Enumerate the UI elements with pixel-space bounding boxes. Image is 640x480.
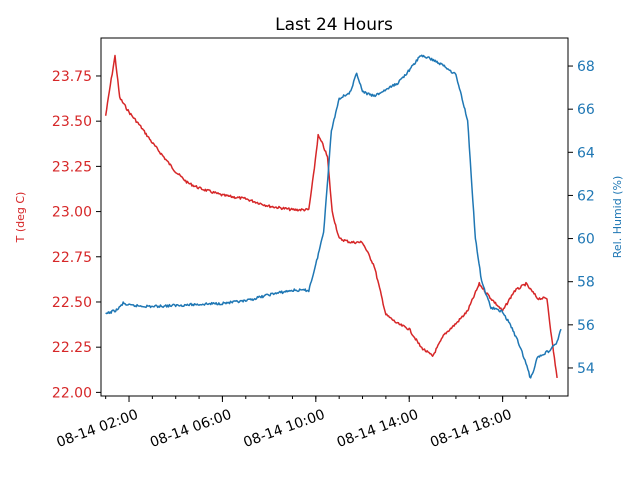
y-right-tick-label: 60 (577, 232, 595, 248)
y-right-tick-label: 62 (577, 188, 595, 204)
right-axis: 54 56 58 60 62 64 66 68 (568, 59, 595, 377)
y-left-tick-label: 23.75 (52, 69, 92, 85)
y-left-tick-label: 22.50 (52, 295, 92, 311)
x-tick-label: 08-14 18:00 (428, 407, 514, 451)
x-axis: 08-14 02:00 08-14 06:00 08-14 10:00 08-14 1… (55, 396, 550, 451)
y-left-tick-label: 22.75 (52, 250, 92, 266)
x-tick-label: 08-14 14:00 (335, 407, 421, 451)
humidity-line (105, 54, 562, 379)
y-left-tick-label: 23.25 (52, 159, 92, 175)
y-left-tick-label: 22.00 (52, 385, 92, 401)
y-right-tick-label: 56 (577, 318, 595, 334)
y-left-tick-label: 23.50 (52, 114, 92, 130)
y-right-tick-label: 66 (577, 102, 595, 118)
left-axis: 22.00 22.25 22.50 22.75 23.00 23.25 23.50 23.75 (52, 69, 101, 401)
y-right-tick-label: 58 (577, 275, 595, 291)
y-axis-right-label: Rel. Humid (%) (611, 176, 624, 259)
y-left-tick-label: 23.00 (52, 205, 92, 221)
y-right-tick-label: 64 (577, 145, 595, 161)
y-axis-left-label: T (deg C) (14, 192, 27, 244)
x-tick-label: 08-14 10:00 (241, 407, 327, 451)
temperature-line (104, 54, 558, 379)
y-right-tick-label: 54 (577, 361, 595, 377)
y-right-tick-label: 68 (577, 59, 595, 75)
y-left-tick-label: 22.25 (52, 340, 92, 356)
x-tick-label: 08-14 06:00 (148, 407, 234, 451)
series-group (104, 54, 562, 379)
chart-title: Last 24 Hours (275, 15, 393, 35)
plot-area (100, 37, 569, 397)
x-tick-label: 08-14 02:00 (55, 407, 141, 451)
